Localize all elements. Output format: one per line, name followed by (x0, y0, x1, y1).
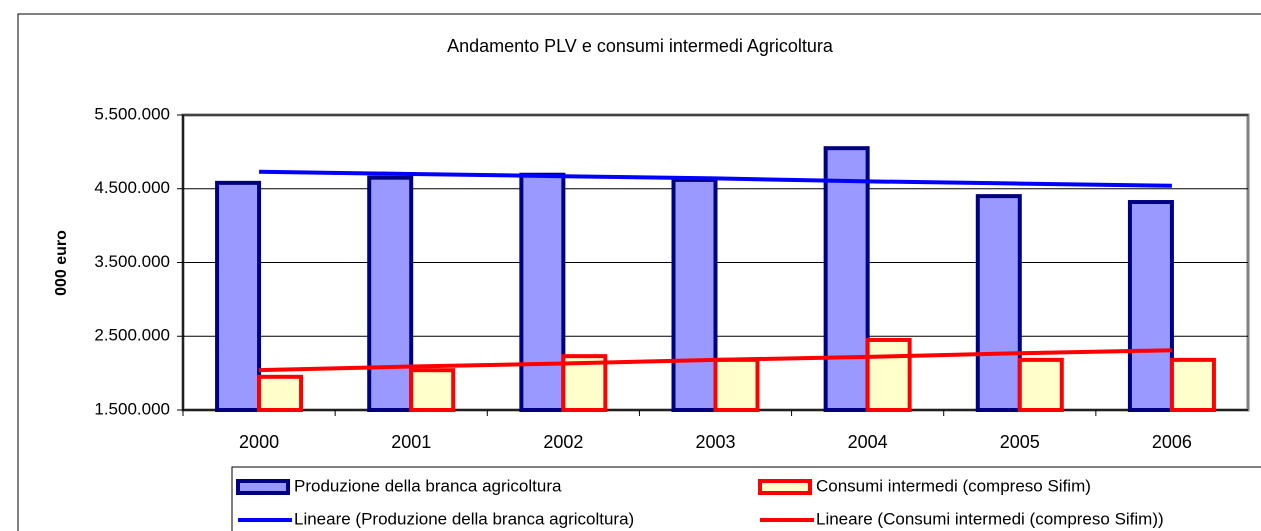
bar (1127, 200, 1174, 412)
legend (231, 466, 1261, 531)
bar (1017, 357, 1064, 413)
chart-title: Andamento PLV e consumi intermedi Agrico… (447, 36, 834, 56)
trend-line (259, 348, 1172, 373)
y-tick-label: 4.500.000 (94, 178, 170, 197)
trend-line (259, 169, 1172, 188)
x-tick-label: 2001 (391, 432, 431, 452)
bar (215, 180, 262, 412)
y-tick-label: 5.500.000 (94, 104, 170, 123)
x-tick-label: 2000 (239, 432, 279, 452)
legend-label: Produzione della branca agricoltura (294, 476, 562, 495)
bar (975, 194, 1022, 412)
bar (671, 177, 718, 412)
bar (367, 175, 414, 412)
x-tick-label: 2006 (1152, 432, 1192, 452)
legend-swatch (236, 479, 290, 495)
y-axis-label: 000 euro (53, 230, 70, 296)
bar (1169, 357, 1216, 413)
y-tick-label: 1.500.000 (94, 399, 170, 418)
y-tick-label: 3.500.000 (94, 252, 170, 271)
legend-label: Lineare (Consumi intermedi (compreso Sif… (816, 509, 1164, 528)
x-tick-label: 2005 (1000, 432, 1040, 452)
legend-label: Consumi intermedi (compreso Sifim) (816, 476, 1091, 495)
y-tick-label: 2.500.000 (94, 326, 170, 345)
legend-swatch (758, 479, 812, 495)
bar (713, 357, 760, 413)
bar (257, 374, 304, 412)
x-tick-label: 2004 (848, 432, 888, 452)
bar (865, 337, 912, 412)
bar (519, 172, 566, 412)
bar (823, 146, 870, 412)
legend-label: Lineare (Produzione della branca agricol… (294, 509, 634, 528)
x-tick-label: 2003 (695, 432, 735, 452)
bar (409, 368, 456, 412)
x-tick-label: 2002 (543, 432, 583, 452)
